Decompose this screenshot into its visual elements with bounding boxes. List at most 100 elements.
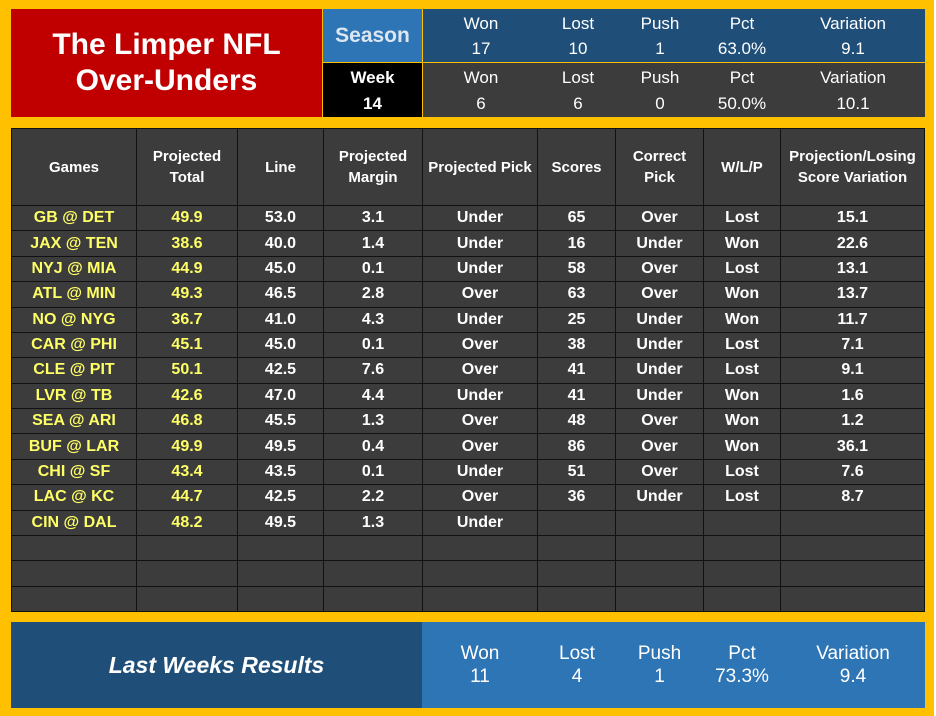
- cell-variation: 22.6: [780, 230, 925, 257]
- week-won-label: Won: [463, 68, 499, 87]
- cell-game: CLE @ PIT: [11, 357, 137, 384]
- cell-projected-pick: Over: [422, 433, 538, 460]
- cell-game: CHI @ SF: [11, 458, 137, 486]
- col-header-games: Games: [11, 128, 137, 206]
- cell-variation: [780, 509, 925, 536]
- footer-pct-label: Pct: [728, 643, 756, 664]
- season-lost-label: Lost: [561, 14, 595, 33]
- table-row: LVR @ TB 42.6 47.0 4.4 Under 41 Under Won 1.6: [11, 382, 925, 410]
- col-header-projected-pick: Projected Pick: [422, 128, 538, 206]
- cell-game: CIN @ DAL: [11, 509, 137, 536]
- cell-wlp: Won: [703, 281, 781, 308]
- week-won-value: 6: [476, 94, 486, 113]
- cell-wlp: Won: [703, 230, 781, 257]
- table-header-row: Games Projected Total Line Projected Mar…: [11, 128, 925, 206]
- footer-title: Last Weeks Results: [108, 651, 325, 678]
- col-header-correct-pick: Correct Pick: [615, 128, 704, 206]
- cell-wlp: [703, 534, 781, 562]
- cell-correct-pick: Under: [615, 331, 704, 359]
- cell-variation: 1.6: [780, 382, 925, 410]
- season-stats: Won 17 Lost 10 Push 1 Pct 63.0% Variatio…: [423, 9, 925, 62]
- col-header-projected-margin: Projected Margin: [323, 128, 423, 206]
- cell-projected-pick: Over: [422, 484, 538, 511]
- cell-projected-total: 45.1: [136, 331, 238, 359]
- cell-game: JAX @ TEN: [11, 230, 137, 257]
- cell-projected-margin: 2.8: [323, 281, 423, 308]
- cell-line: 40.0: [237, 230, 324, 257]
- cell-correct-pick: [615, 509, 704, 536]
- cell-variation: 15.1: [780, 204, 925, 232]
- cell-wlp: Lost: [703, 331, 781, 359]
- cell-game: NYJ @ MIA: [11, 255, 137, 283]
- cell-variation: 7.6: [780, 458, 925, 486]
- cell-projected-margin: 2.2: [323, 484, 423, 511]
- cell-wlp: Lost: [703, 484, 781, 511]
- cell-projected-margin: 3.1: [323, 204, 423, 232]
- season-lost-value: 10: [568, 39, 588, 58]
- cell-score: 36: [537, 484, 616, 511]
- cell-correct-pick: [615, 560, 704, 587]
- cell-projected-total: 36.7: [136, 306, 238, 333]
- table-row: LAC @ KC 44.7 42.5 2.2 Over 36 Under Lost 8.7: [11, 484, 925, 511]
- cell-projected-margin: 0.1: [323, 255, 423, 283]
- cell-line: [237, 585, 324, 613]
- cell-projected-total: [136, 585, 238, 613]
- cell-wlp: Lost: [703, 357, 781, 384]
- cell-game: LVR @ TB: [11, 382, 137, 410]
- table-row: SEA @ ARI 46.8 45.5 1.3 Over 48 Over Won 1.2: [11, 407, 925, 435]
- cell-variation: 13.1: [780, 255, 925, 283]
- cell-projected-pick: Under: [422, 306, 538, 333]
- cell-projected-margin: 1.3: [323, 407, 423, 435]
- cell-correct-pick: Over: [615, 204, 704, 232]
- cell-projected-pick: Over: [422, 281, 538, 308]
- cell-score: [537, 534, 616, 562]
- cell-line: 49.5: [237, 509, 324, 536]
- cell-correct-pick: Under: [615, 484, 704, 511]
- cell-projected-pick: Over: [422, 407, 538, 435]
- title-line-1: The Limper NFL: [52, 28, 281, 61]
- cell-score: 16: [537, 230, 616, 257]
- cell-projected-margin: [323, 585, 423, 613]
- cell-projected-margin: 4.3: [323, 306, 423, 333]
- cell-projected-margin: 1.3: [323, 509, 423, 536]
- cell-score: [537, 560, 616, 587]
- table-row: CAR @ PHI 45.1 45.0 0.1 Over 38 Under Lost 7.1: [11, 331, 925, 359]
- table-row: [11, 585, 925, 613]
- cell-projected-pick: [422, 560, 538, 587]
- cell-line: 49.5: [237, 433, 324, 460]
- cell-game: [11, 560, 137, 587]
- cell-projected-total: 49.9: [136, 433, 238, 460]
- cell-wlp: [703, 509, 781, 536]
- cell-projected-pick: Over: [422, 331, 538, 359]
- cell-score: 86: [537, 433, 616, 460]
- cell-game: GB @ DET: [11, 204, 137, 232]
- cell-projected-pick: Under: [422, 230, 538, 257]
- cell-game: NO @ NYG: [11, 306, 137, 333]
- cell-projected-total: 46.8: [136, 407, 238, 435]
- cell-wlp: Won: [703, 407, 781, 435]
- cell-projected-total: 44.9: [136, 255, 238, 283]
- cell-variation: 8.7: [780, 484, 925, 511]
- title-banner: The Limper NFL Over-Unders: [11, 9, 322, 117]
- cell-projected-total: [136, 560, 238, 587]
- cell-projected-margin: [323, 560, 423, 587]
- week-number: 14: [363, 94, 382, 113]
- cell-projected-total: 50.1: [136, 357, 238, 384]
- cell-correct-pick: Under: [615, 382, 704, 410]
- week-variation-label: Variation: [820, 68, 886, 87]
- cell-game: LAC @ KC: [11, 484, 137, 511]
- table-row: [11, 560, 925, 587]
- cell-projected-total: 49.3: [136, 281, 238, 308]
- table-row: CIN @ DAL 48.2 49.5 1.3 Under: [11, 509, 925, 536]
- footer-variation-value: 9.4: [839, 666, 867, 687]
- cell-correct-pick: Under: [615, 357, 704, 384]
- cell-score: 51: [537, 458, 616, 486]
- week-variation-value: 10.1: [836, 94, 870, 113]
- cell-wlp: Lost: [703, 255, 781, 283]
- cell-projected-margin: 0.1: [323, 331, 423, 359]
- cell-wlp: Won: [703, 306, 781, 333]
- season-won-value: 17: [471, 39, 491, 58]
- col-header-scores: Scores: [537, 128, 616, 206]
- cell-game: BUF @ LAR: [11, 433, 137, 460]
- games-table: Games Projected Total Line Projected Mar…: [11, 128, 925, 613]
